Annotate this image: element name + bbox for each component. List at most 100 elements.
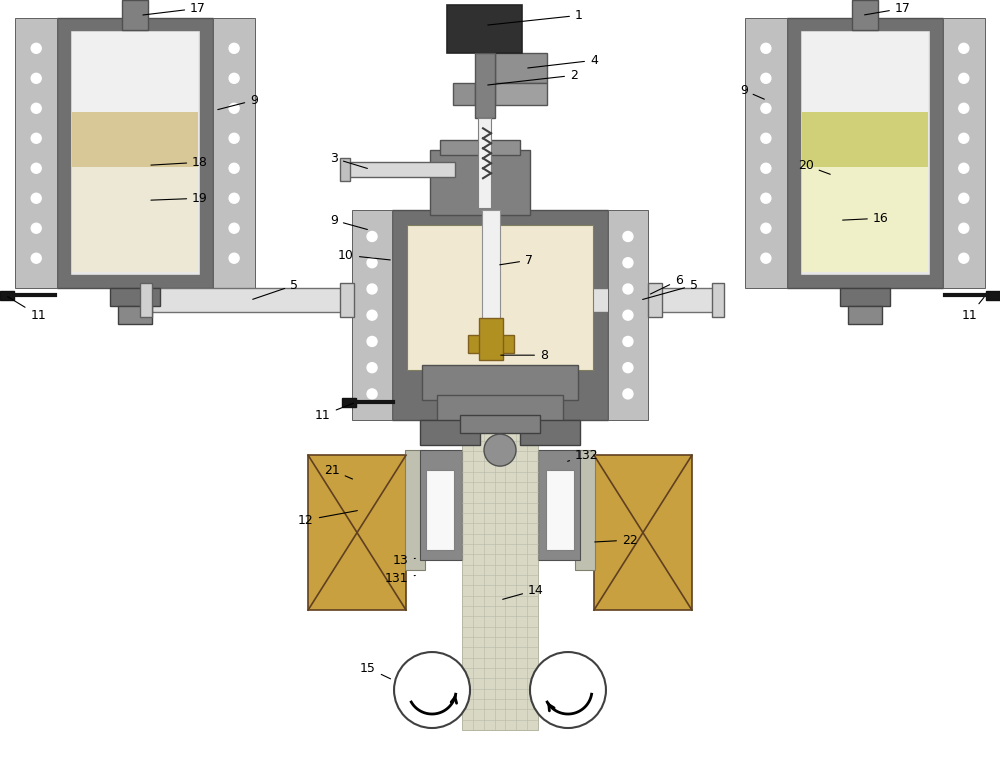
FancyBboxPatch shape — [447, 5, 522, 53]
FancyBboxPatch shape — [72, 167, 198, 273]
FancyBboxPatch shape — [148, 288, 343, 312]
FancyBboxPatch shape — [308, 455, 406, 610]
FancyBboxPatch shape — [802, 112, 928, 167]
FancyBboxPatch shape — [575, 450, 595, 570]
Circle shape — [623, 284, 633, 294]
Circle shape — [959, 254, 969, 263]
FancyBboxPatch shape — [72, 112, 198, 167]
FancyBboxPatch shape — [479, 318, 503, 360]
FancyBboxPatch shape — [848, 306, 882, 324]
Circle shape — [959, 43, 969, 53]
FancyBboxPatch shape — [546, 470, 574, 550]
FancyBboxPatch shape — [468, 335, 514, 354]
FancyBboxPatch shape — [802, 167, 928, 273]
Circle shape — [367, 310, 377, 320]
FancyBboxPatch shape — [420, 420, 480, 445]
FancyBboxPatch shape — [787, 18, 943, 288]
Text: 11: 11 — [8, 297, 46, 322]
Circle shape — [623, 310, 633, 320]
FancyBboxPatch shape — [802, 33, 928, 154]
Circle shape — [623, 257, 633, 268]
FancyBboxPatch shape — [72, 33, 198, 154]
Circle shape — [959, 103, 969, 114]
Circle shape — [31, 103, 41, 114]
Text: 4: 4 — [528, 54, 598, 68]
FancyBboxPatch shape — [110, 288, 160, 306]
FancyBboxPatch shape — [140, 283, 152, 317]
FancyBboxPatch shape — [437, 395, 563, 425]
Circle shape — [229, 103, 239, 114]
Text: 8: 8 — [501, 349, 548, 362]
Text: 5: 5 — [253, 279, 298, 299]
Circle shape — [623, 389, 633, 399]
Circle shape — [959, 164, 969, 173]
Circle shape — [959, 73, 969, 83]
FancyBboxPatch shape — [57, 18, 213, 288]
Circle shape — [367, 232, 377, 241]
Text: 16: 16 — [843, 212, 889, 225]
FancyBboxPatch shape — [538, 450, 580, 560]
Text: 7: 7 — [500, 254, 533, 266]
FancyBboxPatch shape — [392, 210, 608, 420]
FancyBboxPatch shape — [122, 0, 148, 30]
Circle shape — [959, 223, 969, 233]
Circle shape — [367, 257, 377, 268]
Text: 9: 9 — [740, 84, 764, 99]
Circle shape — [484, 435, 516, 466]
Circle shape — [31, 254, 41, 263]
Circle shape — [761, 103, 771, 114]
Text: 22: 22 — [595, 534, 638, 547]
Text: 131: 131 — [385, 572, 415, 584]
Text: 10: 10 — [338, 249, 390, 262]
Text: 1: 1 — [488, 9, 583, 25]
Circle shape — [623, 232, 633, 241]
Circle shape — [959, 193, 969, 203]
FancyBboxPatch shape — [712, 283, 724, 317]
Circle shape — [31, 43, 41, 53]
Circle shape — [367, 389, 377, 399]
Circle shape — [31, 164, 41, 173]
FancyBboxPatch shape — [15, 18, 57, 288]
FancyBboxPatch shape — [495, 53, 547, 83]
Text: 20: 20 — [798, 159, 830, 174]
Circle shape — [229, 164, 239, 173]
FancyBboxPatch shape — [648, 283, 662, 317]
Text: 132: 132 — [568, 449, 599, 462]
Circle shape — [229, 254, 239, 263]
FancyBboxPatch shape — [422, 365, 578, 400]
FancyBboxPatch shape — [460, 415, 540, 433]
FancyBboxPatch shape — [608, 210, 648, 420]
Circle shape — [31, 133, 41, 143]
Circle shape — [761, 43, 771, 53]
FancyBboxPatch shape — [520, 420, 580, 445]
FancyBboxPatch shape — [495, 83, 547, 105]
Circle shape — [229, 43, 239, 53]
FancyBboxPatch shape — [440, 140, 520, 155]
FancyBboxPatch shape — [462, 420, 538, 730]
Text: 21: 21 — [324, 463, 353, 479]
Text: 15: 15 — [360, 662, 391, 679]
FancyBboxPatch shape — [407, 226, 593, 370]
Circle shape — [761, 254, 771, 263]
FancyBboxPatch shape — [340, 283, 354, 317]
FancyBboxPatch shape — [342, 398, 356, 407]
FancyBboxPatch shape — [346, 162, 455, 177]
FancyBboxPatch shape — [517, 288, 715, 312]
FancyBboxPatch shape — [0, 291, 14, 301]
FancyBboxPatch shape — [800, 30, 930, 276]
Circle shape — [761, 223, 771, 233]
FancyBboxPatch shape — [943, 18, 985, 288]
Circle shape — [394, 652, 470, 728]
Circle shape — [229, 223, 239, 233]
Circle shape — [623, 363, 633, 372]
Text: 12: 12 — [298, 511, 357, 527]
Text: 11: 11 — [315, 403, 353, 422]
Text: 5: 5 — [643, 279, 698, 300]
FancyBboxPatch shape — [340, 158, 350, 181]
Circle shape — [623, 336, 633, 347]
Circle shape — [229, 73, 239, 83]
Text: 17: 17 — [865, 2, 911, 15]
Circle shape — [31, 223, 41, 233]
Text: 18: 18 — [151, 156, 208, 169]
FancyBboxPatch shape — [482, 210, 500, 350]
